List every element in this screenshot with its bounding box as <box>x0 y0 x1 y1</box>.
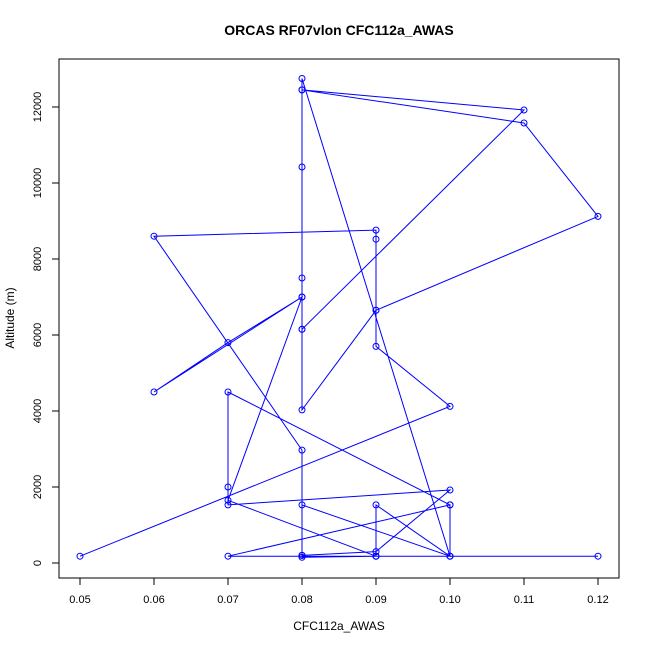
y-tick-label: 8000 <box>32 247 44 271</box>
data-point <box>298 553 306 561</box>
y-axis: 0 2000 4000 6000 8000 10000 12000 <box>32 92 60 566</box>
y-tick-label: 10000 <box>32 168 44 199</box>
data-point <box>76 552 84 560</box>
data-point <box>298 551 306 559</box>
series-lines <box>79 78 599 558</box>
data-point <box>298 406 306 414</box>
data-point <box>520 119 528 127</box>
x-axis: 0.05 0.06 0.07 0.08 0.09 0.10 0.11 0.12 <box>69 577 609 606</box>
data-point <box>372 342 380 350</box>
data-point <box>298 446 306 454</box>
y-tick-label: 6000 <box>32 323 44 347</box>
data-point <box>150 232 158 240</box>
y-axis-label: Altitude (m) <box>3 287 17 348</box>
x-tick-label: 0.12 <box>587 594 608 606</box>
data-point <box>594 552 602 560</box>
data-point <box>594 212 602 220</box>
data-point <box>446 501 454 509</box>
chart-title: ORCAS RF07vlon CFC112a_AWAS <box>224 22 454 38</box>
x-tick-label: 0.10 <box>439 594 460 606</box>
x-tick-label: 0.09 <box>365 594 386 606</box>
x-tick-label: 0.07 <box>217 594 238 606</box>
data-point <box>224 483 232 491</box>
x-tick-label: 0.05 <box>69 594 90 606</box>
data-point <box>224 501 232 509</box>
x-tick-label: 0.08 <box>291 594 312 606</box>
data-point <box>298 325 306 333</box>
y-tick-label: 2000 <box>32 475 44 499</box>
data-point <box>372 552 380 560</box>
data-point <box>298 293 306 301</box>
data-point <box>372 226 380 234</box>
data-point <box>372 235 380 243</box>
x-tick-label: 0.11 <box>514 594 535 606</box>
data-point <box>372 501 380 509</box>
data-point <box>224 496 232 504</box>
series-points <box>76 75 602 561</box>
y-tick-label: 12000 <box>32 92 44 123</box>
data-point <box>224 552 232 560</box>
data-point <box>372 306 380 314</box>
x-axis-label: CFC112a_AWAS <box>293 619 385 633</box>
data-point <box>446 486 454 494</box>
data-point <box>298 274 306 282</box>
y-tick-label: 4000 <box>32 399 44 423</box>
data-point <box>298 75 306 82</box>
x-tick-label: 0.06 <box>143 594 164 606</box>
data-point <box>298 501 306 509</box>
y-tick-label: 0 <box>32 560 44 566</box>
series-line <box>79 78 599 558</box>
data-point <box>446 552 454 560</box>
data-point <box>150 388 158 396</box>
data-point <box>298 163 306 171</box>
data-point <box>446 402 454 410</box>
data-point <box>224 339 232 347</box>
data-point <box>520 106 528 114</box>
data-point <box>298 86 306 94</box>
data-point <box>372 548 380 556</box>
data-point <box>224 388 232 396</box>
